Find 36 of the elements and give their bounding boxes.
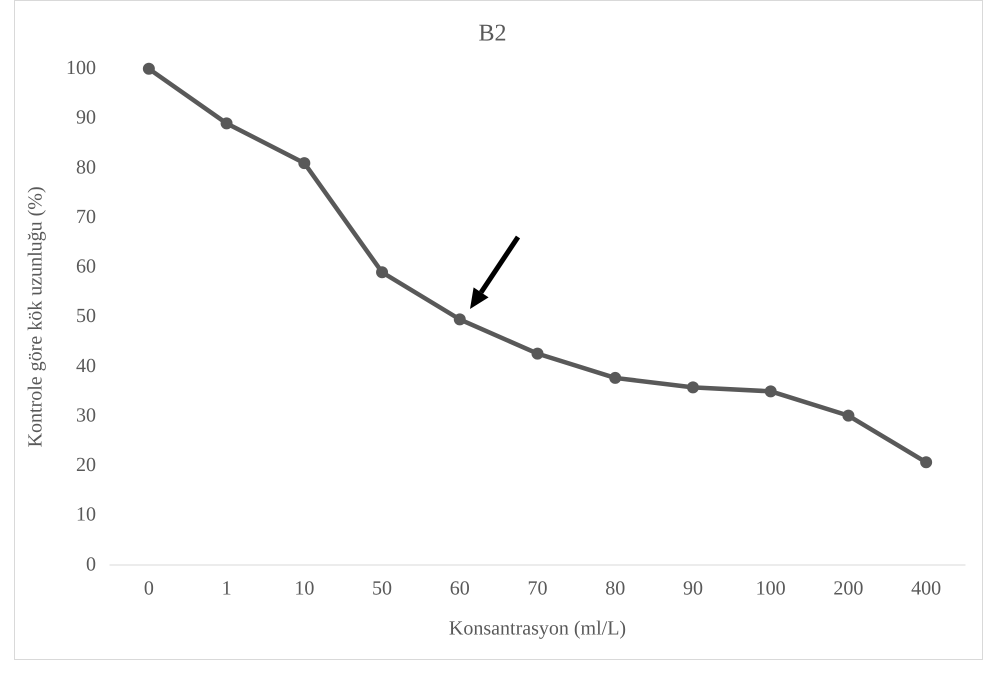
point xyxy=(142,62,155,75)
y-tick-label: 50 xyxy=(76,305,96,328)
point xyxy=(920,456,932,468)
x-tick-label: 0 xyxy=(144,577,154,600)
point xyxy=(842,410,854,422)
y-tick-label: 20 xyxy=(76,454,96,476)
x-tick-label: 10 xyxy=(294,577,314,600)
y-tick-label: 30 xyxy=(76,404,96,426)
point xyxy=(376,266,388,278)
y-tick-label: 100 xyxy=(66,57,96,80)
point xyxy=(764,385,777,398)
x-tick-label: 60 xyxy=(450,577,470,600)
x-tick-label: 50 xyxy=(372,577,392,600)
y-axis-title: Kontrole göre kök uzunluğu (%) xyxy=(24,186,46,448)
x-axis-title: Konsantrasyon (ml/L) xyxy=(448,617,626,640)
x-tick-label: 200 xyxy=(833,577,864,600)
x-tick-label: 80 xyxy=(605,577,626,600)
point xyxy=(298,157,310,170)
point xyxy=(220,117,233,130)
y-tick-label: 80 xyxy=(76,156,96,178)
y-tick-label: 60 xyxy=(76,256,96,278)
x-tick-label: 90 xyxy=(682,577,703,600)
x-tick-label: 100 xyxy=(756,577,786,600)
y-tick-label: 0 xyxy=(86,553,96,576)
point xyxy=(686,381,699,394)
y-tick-label: 40 xyxy=(76,354,96,377)
y-tick-label: 10 xyxy=(76,504,96,526)
y-tick-label: 90 xyxy=(76,106,96,129)
chart-title: B2 xyxy=(478,20,507,47)
point xyxy=(609,372,622,384)
x-tick-label: 400 xyxy=(911,577,942,600)
point xyxy=(454,313,466,326)
point xyxy=(532,348,544,360)
x-tick-label: 1 xyxy=(222,577,232,600)
x-tick-label: 70 xyxy=(528,577,548,600)
y-tick-label: 70 xyxy=(76,206,96,228)
